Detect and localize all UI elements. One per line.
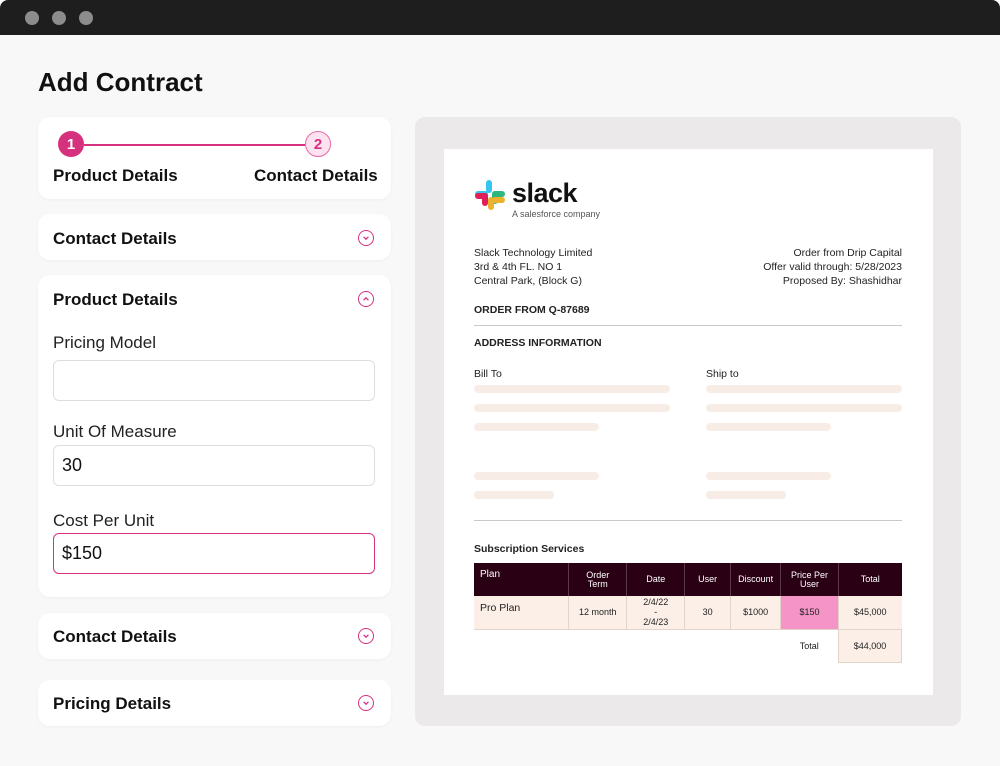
- bill-to-placeholder-line: [474, 404, 670, 412]
- chevron-down-icon[interactable]: [358, 230, 374, 246]
- ship-to-placeholder-line: [706, 472, 831, 480]
- date-separator: -: [654, 607, 658, 618]
- chevron-down-icon[interactable]: [358, 628, 374, 644]
- slack-logo-icon: [475, 180, 505, 210]
- pricing-details-section[interactable]: [38, 680, 391, 726]
- bill-to-placeholder-line: [474, 423, 599, 431]
- window-titlebar: [0, 0, 1000, 35]
- grand-total-cell: $44,000: [838, 628, 902, 663]
- date-cell: 2/4/22 - 2/4/23: [626, 596, 686, 630]
- term-cell: 12 month: [568, 596, 628, 630]
- cost-per-unit-label: Cost Per Unit: [53, 511, 155, 530]
- window-minimize-button[interactable]: [52, 11, 66, 25]
- column-header: Total: [838, 563, 902, 596]
- date-end: 2/4/23: [643, 617, 669, 628]
- column-header: Price Per User: [780, 563, 840, 596]
- stepper-card: [38, 117, 391, 199]
- proposed-by: Proposed By: Shashidhar: [782, 275, 902, 287]
- ship-to-label: Ship to: [706, 368, 739, 380]
- ship-to-placeholder-line: [706, 423, 831, 431]
- chevron-up-icon[interactable]: [358, 291, 374, 307]
- column-header: Date: [626, 563, 686, 596]
- company-address-line-2: Central Park, (Block G): [474, 275, 582, 287]
- step-1-indicator[interactable]: 1: [58, 131, 84, 157]
- stepper-progress-line: [84, 144, 305, 146]
- chevron-down-icon[interactable]: [358, 695, 374, 711]
- plan-cell: Pro Plan: [474, 596, 570, 630]
- product-details-title: Product Details: [53, 290, 178, 309]
- company-address-line-1: 3rd & 4th FL. NO 1: [474, 261, 563, 273]
- order-from: Order from Drip Capital: [793, 247, 902, 259]
- column-header: Plan: [474, 563, 570, 596]
- total-row: Total $44,000: [474, 628, 902, 663]
- contact-details-title: Contact Details: [53, 229, 177, 248]
- pricing-details-title: Pricing Details: [53, 694, 172, 713]
- divider: [474, 325, 902, 326]
- date-start: 2/4/22: [643, 597, 669, 608]
- unit-of-measure-input[interactable]: 30: [53, 445, 375, 486]
- subscription-table: Plan Order Term Date User Discount Price…: [474, 563, 902, 663]
- column-header: Order Term: [568, 563, 628, 596]
- pricing-model-label: Pricing Model: [53, 333, 156, 352]
- subscription-heading: Subscription Services: [474, 543, 585, 555]
- bill-to-placeholder-line: [474, 472, 599, 480]
- address-heading: ADDRESS INFORMATION: [474, 337, 602, 349]
- window-maximize-button[interactable]: [79, 11, 93, 25]
- total-label: Total: [799, 640, 819, 651]
- slack-wordmark: slack: [512, 178, 578, 208]
- bill-to-placeholder-line: [474, 491, 554, 499]
- company-name: Slack Technology Limited: [474, 247, 593, 259]
- row-total-cell: $45,000: [838, 596, 902, 630]
- bill-to-label: Bill To: [474, 368, 502, 380]
- column-header: Discount: [730, 563, 782, 596]
- order-id: ORDER FROM Q-87689: [474, 304, 590, 316]
- discount-cell: $1000: [730, 596, 782, 630]
- step-2-indicator[interactable]: 2: [305, 131, 331, 157]
- cost-per-unit-input[interactable]: $150: [53, 533, 375, 574]
- contact-details-section-2[interactable]: [38, 613, 391, 659]
- app-content: Add Contract 1 2 Product Details Contact…: [0, 35, 1000, 766]
- pricing-model-input[interactable]: [53, 360, 375, 401]
- contact-details-title-2: Contact Details: [53, 627, 177, 646]
- user-cell: 30: [684, 596, 732, 630]
- page-title: Add Contract: [38, 67, 203, 97]
- ship-to-placeholder-line: [706, 404, 902, 412]
- ship-to-placeholder-line: [706, 491, 786, 499]
- step-2-label[interactable]: Contact Details: [254, 166, 378, 185]
- table-header-row: Plan Order Term Date User Discount Price…: [474, 563, 902, 596]
- bill-to-placeholder-line: [474, 385, 670, 393]
- column-header: User: [684, 563, 732, 596]
- offer-valid: Offer valid through: 5/28/2023: [763, 261, 902, 273]
- step-1-label[interactable]: Product Details: [53, 166, 178, 185]
- slack-tagline: A salesforce company: [512, 209, 601, 219]
- price-per-user-cell: $150: [780, 596, 840, 630]
- window-close-button[interactable]: [25, 11, 39, 25]
- divider: [474, 520, 902, 521]
- unit-of-measure-label: Unit Of Measure: [53, 422, 177, 441]
- ship-to-placeholder-line: [706, 385, 902, 393]
- contact-details-section[interactable]: [38, 214, 391, 260]
- table-row: Pro Plan 12 month 2/4/22 - 2/4/23 30 $10…: [474, 596, 902, 630]
